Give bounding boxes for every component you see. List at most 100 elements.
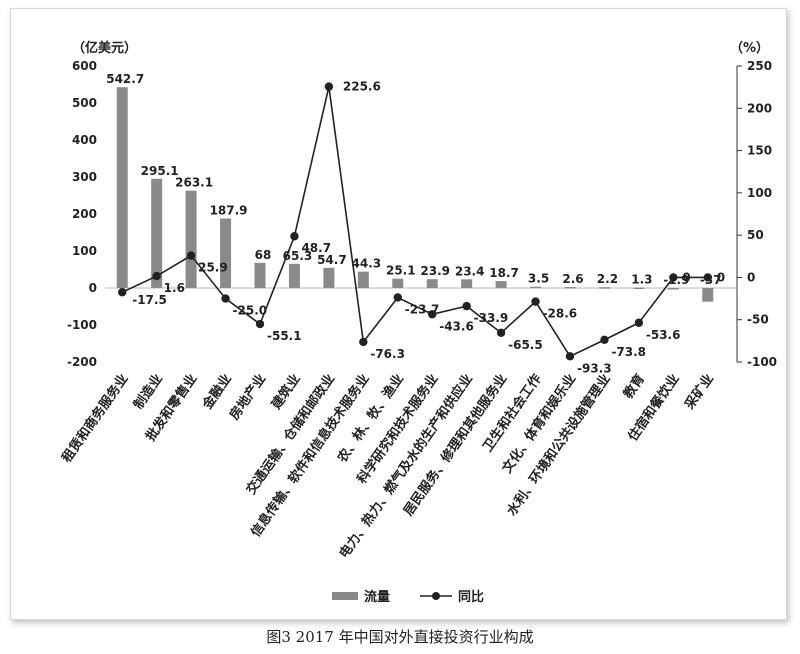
y-right-tick-label: 50 <box>747 228 764 242</box>
bar-value-label: 187.9 <box>210 203 248 217</box>
bar-value-label: 1.3 <box>631 273 652 287</box>
bar <box>220 218 232 288</box>
chart: （亿美元） （%）6005004003002001000-100-20025020… <box>59 40 777 605</box>
legend-label-bar: 流量 <box>364 589 390 605</box>
yoy-value-label: 0 <box>717 270 725 284</box>
bar <box>564 287 576 289</box>
bar <box>702 288 714 302</box>
yoy-point <box>634 318 644 327</box>
bar-value-label: 263.1 <box>175 176 213 190</box>
yoy-value-label: 0 <box>682 270 690 284</box>
bar-value-label: 68 <box>255 248 272 262</box>
bar-value-label: 44.3 <box>352 257 382 271</box>
bar <box>667 288 679 290</box>
y-left-tick-label: -100 <box>67 318 97 332</box>
category-label: 金融业 <box>199 371 235 413</box>
figure-caption: 图3 2017 年中国对外直接投资行业构成 <box>266 628 534 646</box>
yoy-value-label: -17.5 <box>132 293 167 307</box>
bar <box>633 287 645 290</box>
yoy-point <box>565 352 575 361</box>
bar <box>392 278 404 288</box>
legend-swatch-bar <box>332 592 358 600</box>
yoy-value-label: -23.7 <box>405 302 440 316</box>
yoy-point <box>118 288 127 297</box>
bar-value-label: -37 <box>700 273 722 287</box>
bar <box>530 286 542 289</box>
bar-value-label: 23.9 <box>420 264 450 278</box>
y-left-tick-label: 400 <box>72 133 97 147</box>
y-left-tick-label: -200 <box>67 355 97 369</box>
bar <box>288 263 300 288</box>
category-label: 采矿业 <box>681 371 717 413</box>
y-right-unit: （%） <box>730 40 769 56</box>
bar <box>461 279 473 288</box>
y-right-tick-label: 250 <box>747 59 772 73</box>
y-right-tick-label: -100 <box>747 355 777 369</box>
bar <box>426 279 438 288</box>
yoy-value-label: 225.6 <box>343 80 381 94</box>
yoy-value-label: -33.9 <box>474 311 509 325</box>
yoy-value-label: -25.0 <box>233 304 268 318</box>
category-label: 租赁和商务服务业 <box>59 371 132 465</box>
bar-value-label: 295.1 <box>141 164 179 178</box>
y-right-tick-label: 100 <box>747 186 772 200</box>
y-left-tick-label: 500 <box>72 96 97 110</box>
y-right-tick-label: -50 <box>747 313 769 327</box>
yoy-value-label: 1.6 <box>164 281 185 295</box>
yoy-point <box>255 319 265 329</box>
bar-value-label: 25.1 <box>386 264 416 278</box>
yoy-point <box>152 271 161 281</box>
yoy-point <box>359 337 368 347</box>
y-left-unit: （亿美元） <box>72 40 137 56</box>
y-left-tick-label: 100 <box>72 244 97 258</box>
bar <box>598 287 610 289</box>
yoy-point <box>186 251 196 260</box>
bar-value-label: 65.3 <box>283 249 313 263</box>
yoy-point <box>703 273 712 282</box>
bar <box>116 87 128 289</box>
y-right-tick-label: 150 <box>747 144 772 158</box>
bar <box>254 262 266 288</box>
y-right-tick-label: 200 <box>747 101 772 115</box>
bar <box>357 271 369 288</box>
legend-label-line: 同比 <box>458 589 484 605</box>
yoy-value-label: -53.6 <box>646 328 681 342</box>
bar <box>495 281 507 288</box>
legend-marker <box>432 592 440 600</box>
yoy-line <box>121 86 708 358</box>
yoy-value-label: -73.8 <box>611 345 646 359</box>
yoy-point <box>428 310 437 319</box>
bar <box>323 267 335 288</box>
y-left-tick-label: 600 <box>72 59 97 73</box>
yoy-point <box>221 294 230 303</box>
category-label: 建筑业 <box>268 371 303 412</box>
yoy-point <box>496 328 506 338</box>
yoy-point <box>531 297 540 306</box>
bar-value-label: 2.6 <box>562 272 583 286</box>
bar <box>151 178 163 288</box>
bar <box>185 190 197 288</box>
y-left-tick-label: 300 <box>72 170 97 184</box>
yoy-value-label: -43.6 <box>439 319 474 333</box>
yoy-value-label: -65.5 <box>508 338 543 352</box>
bar-value-label: 2.2 <box>597 272 618 286</box>
yoy-point <box>290 232 299 241</box>
bar-value-label: 54.7 <box>317 253 347 267</box>
bar-value-label: 23.4 <box>455 264 485 278</box>
y-right-tick-label: 0 <box>747 270 755 284</box>
yoy-point <box>393 293 402 302</box>
yoy-value-label: -93.3 <box>577 361 612 375</box>
yoy-point <box>324 82 334 91</box>
chart-frame <box>10 8 787 620</box>
y-left-tick-label: 200 <box>72 207 97 221</box>
yoy-value-label: 25.9 <box>198 261 228 275</box>
yoy-point <box>462 301 471 311</box>
y-left-tick-label: 0 <box>89 281 97 295</box>
yoy-value-label: 48.7 <box>301 241 331 255</box>
bar-value-label: 3.5 <box>528 272 549 286</box>
category-label: 制造业 <box>130 371 165 412</box>
bar-value-label: -1.9 <box>663 273 689 287</box>
yoy-value-label: -28.6 <box>543 307 578 321</box>
bar-value-label: 542.7 <box>106 72 144 86</box>
yoy-value-label: -76.3 <box>370 347 405 361</box>
